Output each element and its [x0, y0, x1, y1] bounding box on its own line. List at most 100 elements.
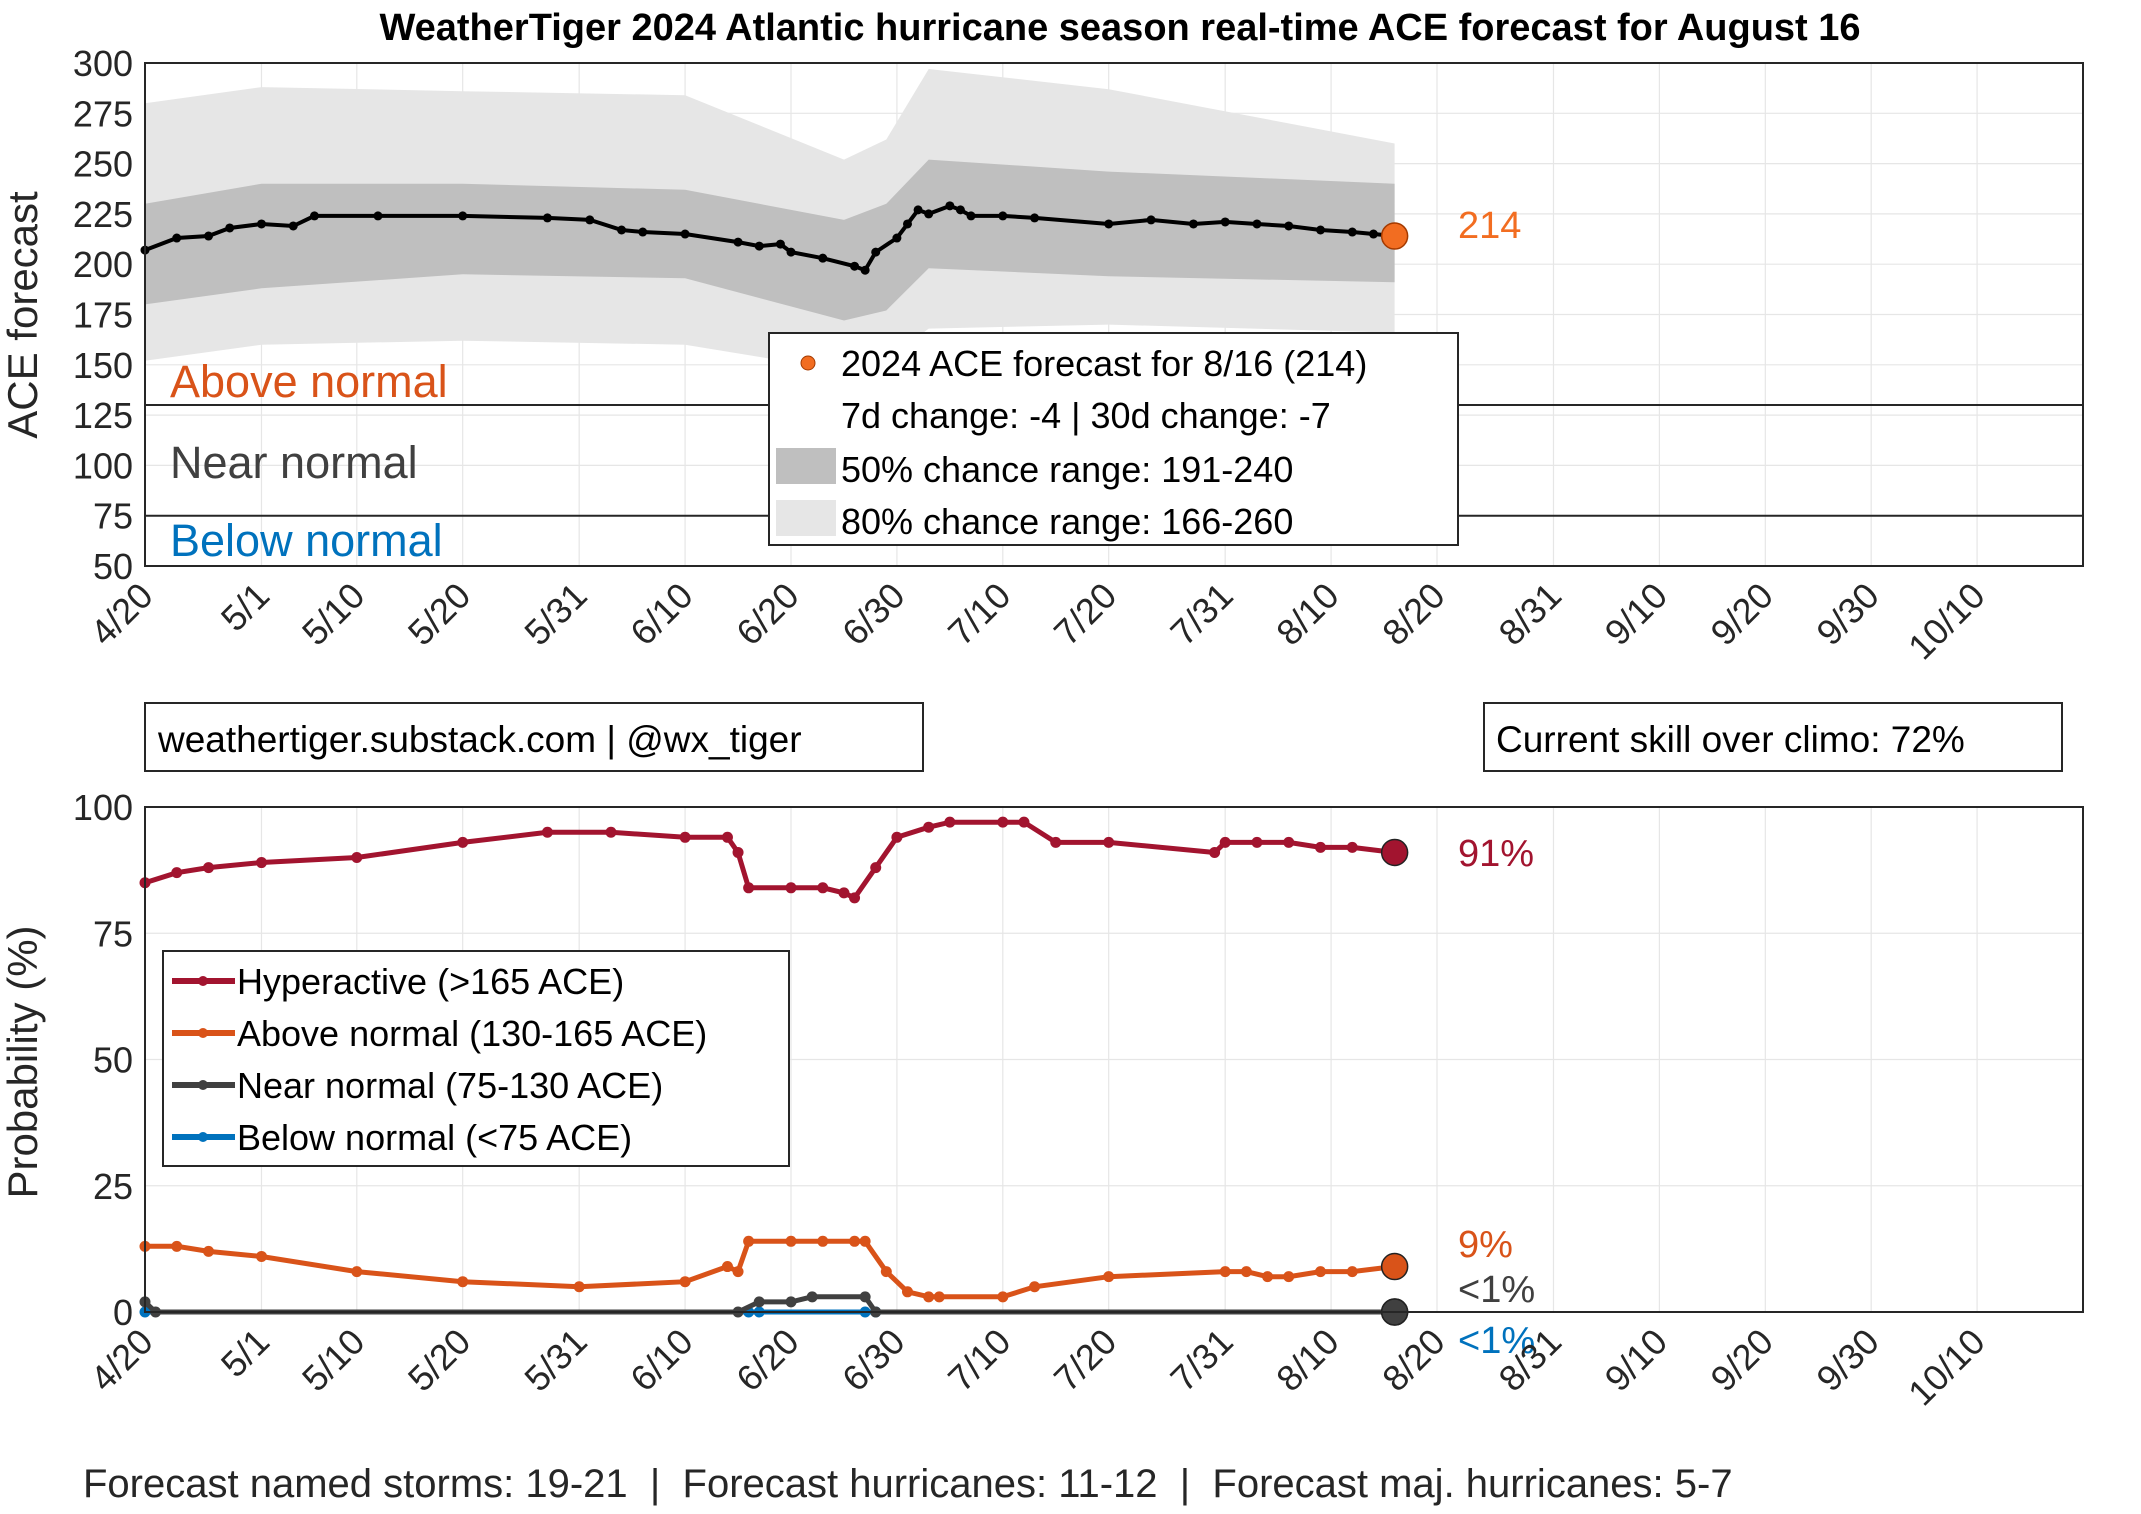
series-1-point-19 [997, 1291, 1009, 1303]
info-left-box: weathertiger.substack.com | @wx_tiger [144, 702, 924, 772]
x-tick-10: 7/31 [1162, 1321, 1241, 1400]
series-1-point-2 [203, 1245, 215, 1257]
series-1-point-27 [1346, 1266, 1358, 1278]
series-0-point-9 [721, 831, 733, 843]
end-marker-hyper [1380, 838, 1409, 867]
x-tick-3: 5/20 [400, 1321, 479, 1400]
current-forecast-label: 214 [1458, 205, 1521, 247]
series-1-point-6 [573, 1281, 585, 1293]
series-1-point-4 [351, 1266, 363, 1278]
series-0-point-19 [944, 816, 956, 828]
footer-forecast-summary: Forecast named storms: 19-21 | Forecast … [83, 1462, 1733, 1506]
series-1-point-25 [1283, 1271, 1295, 1283]
ace-point-1 [172, 233, 182, 243]
ace-point-37 [1316, 225, 1326, 235]
series-1-point-22 [1219, 1266, 1231, 1278]
series-0-point-24 [1209, 846, 1221, 858]
ace-point-13 [680, 229, 690, 239]
series-1-point-3 [255, 1250, 267, 1262]
x-tick-9: 7/20 [1046, 575, 1125, 654]
ace-point-15 [754, 241, 764, 251]
ace-point-22 [892, 233, 902, 243]
legend-band50-swatch [776, 448, 836, 484]
series-1-point-8 [721, 1261, 733, 1273]
ace-point-30 [1030, 213, 1040, 223]
y-tick-125: 125 [73, 395, 133, 436]
x-tick-5: 6/10 [622, 1321, 701, 1400]
legend-band80-swatch [776, 500, 836, 536]
x-tick-14: 9/10 [1597, 575, 1676, 654]
series-0-point-3 [255, 857, 267, 869]
y-tick-75: 75 [93, 913, 133, 954]
ace-point-9 [542, 213, 552, 223]
series-2-point-6 [859, 1291, 871, 1303]
bottom-legend-box [162, 950, 790, 1167]
x-tick-12: 8/20 [1374, 575, 1453, 654]
series-0-point-10 [732, 846, 744, 858]
series-2-point-4 [785, 1296, 797, 1308]
info-right-frame [1483, 702, 2063, 772]
series-0-point-12 [785, 882, 797, 894]
x-tick-11: 8/10 [1268, 1321, 1347, 1400]
x-tick-13: 8/31 [1491, 575, 1570, 654]
top-x-axis: 4/20 5/1 5/10 5/20 5/31 6/10 6/20 6/30 7/10 7/20 7… [82, 575, 1993, 668]
ace-point-38 [1347, 227, 1357, 237]
ace-point-21 [871, 247, 881, 257]
series-1-point-16 [901, 1286, 913, 1298]
series-0-point-29 [1346, 841, 1358, 853]
series-1-point-7 [679, 1276, 691, 1288]
series-2-point-3 [753, 1296, 765, 1308]
series-0-point-18 [923, 821, 935, 833]
x-tick-8: 7/10 [940, 1321, 1019, 1400]
x-tick-9: 7/20 [1046, 1321, 1125, 1400]
x-tick-5: 6/10 [622, 575, 701, 654]
x-tick-10: 7/31 [1162, 575, 1241, 654]
info-right-box: Current skill over climo: 72% [1483, 702, 2063, 772]
x-tick-16: 9/30 [1808, 1321, 1887, 1400]
ace-point-32 [1146, 215, 1156, 225]
end-marker-above [1380, 1252, 1409, 1281]
x-tick-2: 5/10 [294, 1321, 373, 1400]
series-0-point-1 [171, 867, 183, 879]
current-forecast-marker [1380, 222, 1409, 250]
ace-point-23 [902, 219, 912, 229]
top-legend-box [768, 332, 1459, 546]
series-0-point-26 [1251, 836, 1263, 848]
near-normal-label: Near normal [170, 437, 418, 488]
series-0-point-23 [1103, 836, 1115, 848]
top-y-axis-label: ACE forecast [0, 191, 46, 439]
x-tick-7: 6/30 [834, 575, 913, 654]
x-tick-6: 6/20 [728, 1321, 807, 1400]
x-tick-11: 8/10 [1268, 575, 1347, 654]
x-tick-0: 4/20 [82, 1321, 161, 1400]
x-tick-6: 6/20 [728, 575, 807, 654]
ace-point-28 [966, 211, 976, 221]
series-0-point-5 [457, 836, 469, 848]
series-1-point-17 [923, 1291, 935, 1303]
series-1-point-18 [933, 1291, 945, 1303]
chart-title: WeatherTiger 2024 Atlantic hurricane sea… [379, 7, 1860, 49]
series-1-point-14 [859, 1235, 871, 1247]
below-normal-label: Below normal [170, 515, 443, 566]
series-0-point-28 [1315, 841, 1327, 853]
series-0-point-4 [351, 852, 363, 863]
bottom-legend: Hyperactive (>165 ACE) Above normal (130… [162, 950, 790, 1167]
top-chart: Above normal Near normal Below normal 21… [0, 43, 2084, 668]
top-legend: 2024 ACE forecast for 8/16 (214) 7d chan… [768, 332, 1459, 546]
legend-forecast-label: 2024 ACE forecast for 8/16 (214) [841, 343, 1367, 384]
series-0-point-16 [870, 862, 882, 874]
series-1-point-10 [743, 1235, 755, 1247]
y-tick-50: 50 [93, 546, 133, 587]
series-0-point-13 [817, 882, 829, 894]
series-1-point-26 [1315, 1266, 1327, 1278]
info-left-text: weathertiger.substack.com | @wx_tiger [157, 719, 802, 760]
legend-change-label: 7d change: -4 | 30d change: -7 [841, 395, 1331, 436]
y-tick-175: 175 [73, 295, 133, 336]
ace-point-20 [860, 265, 870, 275]
series-1-point-11 [785, 1235, 797, 1247]
above-end-label: 9% [1458, 1224, 1513, 1266]
y-tick-300: 300 [73, 43, 133, 84]
ace-point-3 [225, 223, 235, 233]
x-tick-1: 5/1 [213, 1321, 277, 1385]
y-tick-100: 100 [73, 445, 133, 486]
